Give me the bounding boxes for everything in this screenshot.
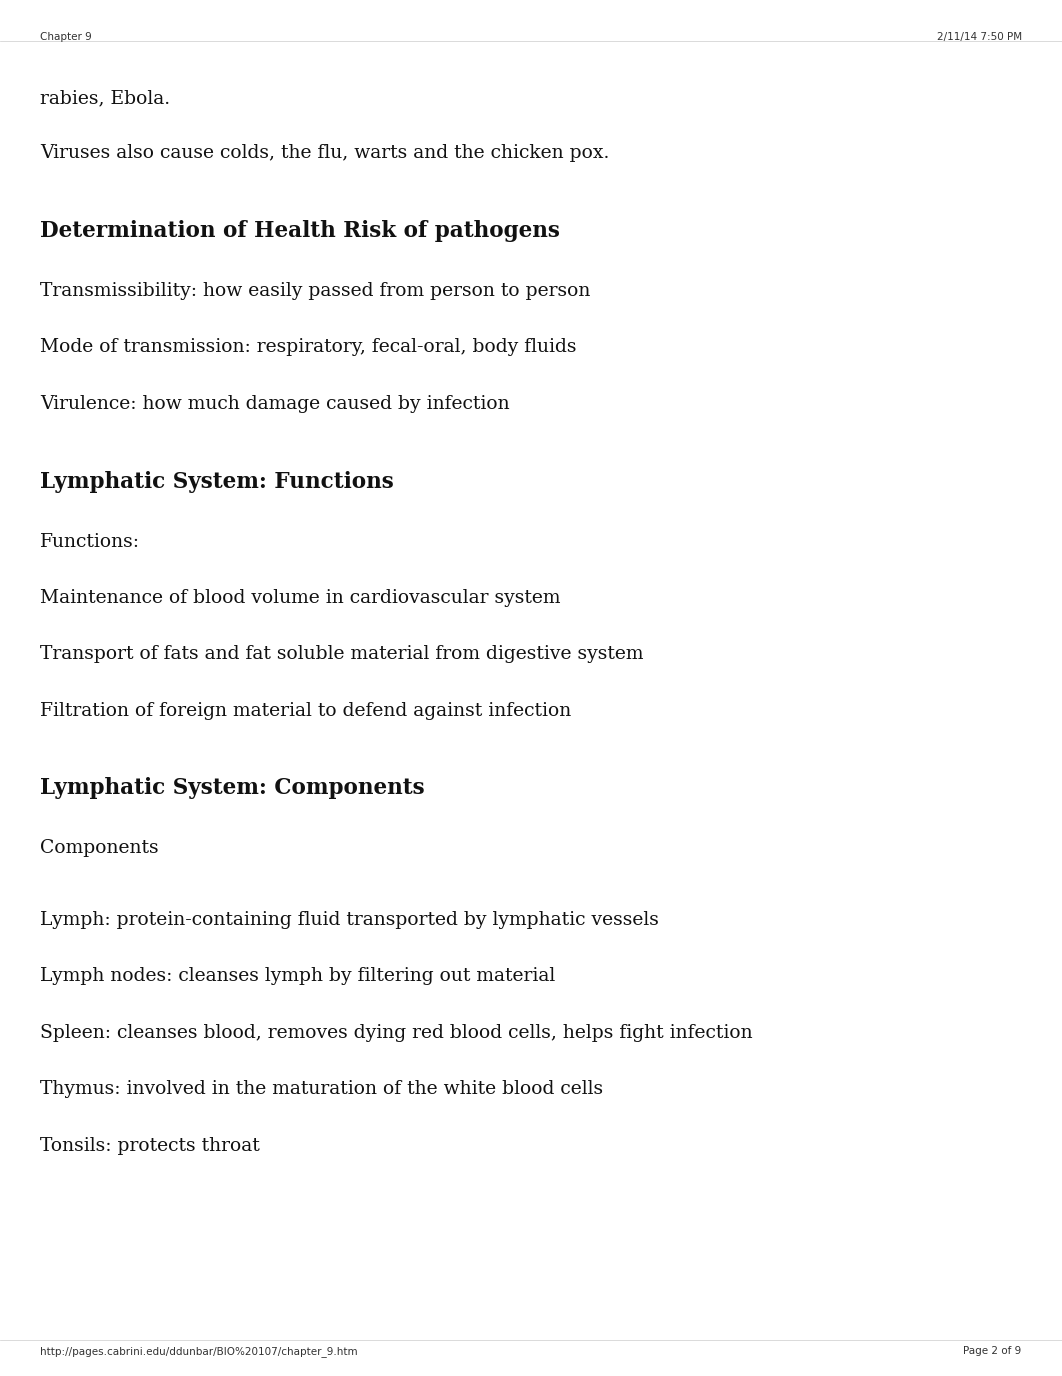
Text: Tonsils: protects throat: Tonsils: protects throat <box>40 1137 260 1154</box>
Text: Transmissibility: how easily passed from person to person: Transmissibility: how easily passed from… <box>40 282 590 300</box>
Text: Functions:: Functions: <box>40 533 140 550</box>
Text: rabies, Ebola.: rabies, Ebola. <box>40 89 171 107</box>
Text: Lymphatic System: Functions: Lymphatic System: Functions <box>40 471 394 493</box>
Text: http://pages.cabrini.edu/ddunbar/BIO%20107/chapter_9.htm: http://pages.cabrini.edu/ddunbar/BIO%201… <box>40 1346 358 1357</box>
Text: Thymus: involved in the maturation of the white blood cells: Thymus: involved in the maturation of th… <box>40 1080 603 1098</box>
Text: Filtration of foreign material to defend against infection: Filtration of foreign material to defend… <box>40 702 571 720</box>
Text: Components: Components <box>40 839 159 857</box>
Text: Page 2 of 9: Page 2 of 9 <box>963 1346 1022 1355</box>
Text: Mode of transmission: respiratory, fecal-oral, body fluids: Mode of transmission: respiratory, fecal… <box>40 338 577 356</box>
Text: Maintenance of blood volume in cardiovascular system: Maintenance of blood volume in cardiovas… <box>40 589 561 607</box>
Text: Lymph: protein-containing fluid transported by lymphatic vessels: Lymph: protein-containing fluid transpor… <box>40 911 660 929</box>
Text: Spleen: cleanses blood, removes dying red blood cells, helps fight infection: Spleen: cleanses blood, removes dying re… <box>40 1024 753 1042</box>
Text: 2/11/14 7:50 PM: 2/11/14 7:50 PM <box>937 32 1022 41</box>
Text: Virulence: how much damage caused by infection: Virulence: how much damage caused by inf… <box>40 395 510 413</box>
Text: Lymph nodes: cleanses lymph by filtering out material: Lymph nodes: cleanses lymph by filtering… <box>40 967 555 985</box>
Text: Viruses also cause colds, the flu, warts and the chicken pox.: Viruses also cause colds, the flu, warts… <box>40 144 610 162</box>
Text: Determination of Health Risk of pathogens: Determination of Health Risk of pathogen… <box>40 220 561 242</box>
Text: Transport of fats and fat soluble material from digestive system: Transport of fats and fat soluble materi… <box>40 645 644 663</box>
Text: Chapter 9: Chapter 9 <box>40 32 92 41</box>
Text: Lymphatic System: Components: Lymphatic System: Components <box>40 777 425 799</box>
